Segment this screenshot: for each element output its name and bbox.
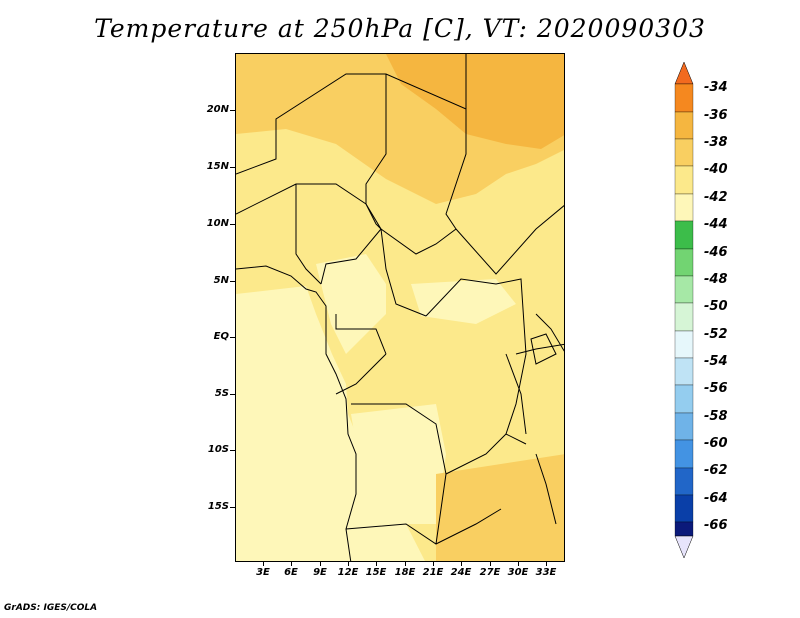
map-panel [235, 53, 565, 562]
legend-swatch [674, 412, 694, 441]
lon-tick [348, 562, 349, 566]
legend-label: -66 [704, 518, 728, 533]
legend-label: -46 [704, 245, 728, 260]
lat-tick [230, 224, 235, 225]
legend-swatch [674, 83, 694, 113]
legend-label: -52 [704, 327, 728, 342]
legend-label: -50 [704, 299, 728, 314]
color-legend-bar [674, 61, 694, 559]
lon-tick [320, 562, 321, 566]
legend-label: -58 [704, 409, 728, 424]
legend-swatch [674, 275, 694, 304]
lon-label-18e: 18E [394, 567, 416, 578]
legend-swatch [674, 220, 694, 250]
legend-label: -34 [704, 80, 728, 95]
lat-label-15n: 15N [206, 161, 229, 172]
region-central [411, 279, 516, 324]
lon-label-9e: 9E [313, 567, 327, 578]
lat-tick [230, 337, 235, 338]
legend-swatch [674, 521, 694, 537]
lat-label-5n: 5N [213, 275, 229, 286]
lon-tick [461, 562, 462, 566]
legend-label: -60 [704, 436, 728, 451]
lat-label-15s: 15S [207, 501, 229, 512]
legend-label: -62 [704, 463, 728, 478]
legend-swatch [674, 138, 694, 167]
lat-tick [230, 507, 235, 508]
lat-tick [230, 394, 235, 395]
lat-label-20n: 20N [206, 104, 229, 115]
legend-label: -44 [704, 217, 728, 232]
legend-arrow-bottom [674, 535, 694, 559]
lon-label-12e: 12E [337, 567, 359, 578]
legend-swatch [674, 302, 694, 332]
lon-tick [263, 562, 264, 566]
lakes [505, 333, 557, 525]
legend-label: -48 [704, 272, 728, 287]
legend-swatch [674, 193, 694, 222]
lon-tick [376, 562, 377, 566]
temperature-map [236, 54, 564, 561]
region-angola [351, 404, 446, 524]
region-northeast-warmest [386, 54, 564, 149]
lon-label-3e: 3E [256, 567, 270, 578]
lat-label-eq: EQ [213, 331, 229, 342]
legend-label: -54 [704, 354, 728, 369]
chart-title: Temperature at 250hPa [C], VT: 202009030… [94, 14, 706, 43]
legend-swatch [674, 494, 694, 523]
coastline [236, 265, 357, 561]
legend-label: -42 [704, 190, 728, 205]
legend-swatch [674, 111, 694, 140]
lon-label-21e: 21E [422, 567, 444, 578]
lon-label-33e: 33E [535, 567, 557, 578]
legend-swatch [674, 439, 694, 469]
region-southeast-warm [436, 454, 564, 561]
lon-tick [433, 562, 434, 566]
lat-label-5s: 5S [214, 388, 229, 399]
legend-swatch [674, 165, 694, 195]
lon-tick [518, 562, 519, 566]
legend-swatch [674, 467, 694, 496]
lat-label-10n: 10N [206, 218, 229, 229]
legend-arrow-top [674, 61, 694, 85]
lon-label-15e: 15E [365, 567, 387, 578]
legend-swatch [674, 384, 694, 414]
lon-label-6e: 6E [284, 567, 298, 578]
lat-label-10s: 10S [207, 444, 229, 455]
lon-tick [291, 562, 292, 566]
lon-tick [546, 562, 547, 566]
footer-credit: GrADS: IGES/COLA [4, 603, 98, 613]
lat-tick [230, 167, 235, 168]
lon-label-30e: 30E [507, 567, 529, 578]
lat-tick [230, 110, 235, 111]
lon-tick [490, 562, 491, 566]
legend-label: -40 [704, 162, 728, 177]
lat-tick [230, 450, 235, 451]
legend-label: -56 [704, 381, 728, 396]
legend-swatch [674, 248, 694, 277]
legend-swatch [674, 357, 694, 386]
lon-tick [405, 562, 406, 566]
lat-tick [230, 281, 235, 282]
legend-label: -38 [704, 135, 728, 150]
legend-label: -64 [704, 491, 728, 506]
legend-label: -36 [704, 108, 728, 123]
legend-swatch [674, 330, 694, 359]
lon-label-27e: 27E [479, 567, 501, 578]
lon-label-24e: 24E [450, 567, 472, 578]
